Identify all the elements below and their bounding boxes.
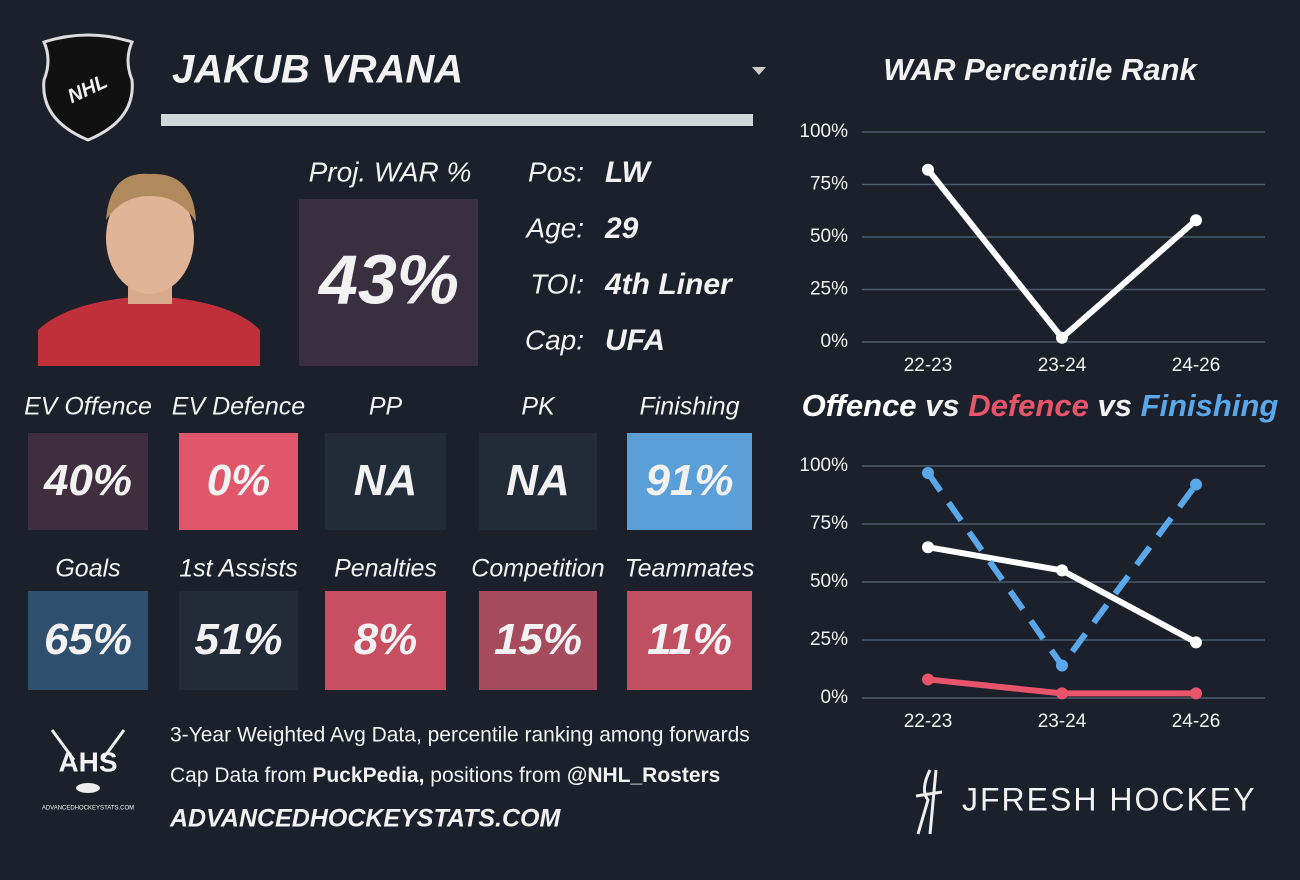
x-tick-label: 24-26 <box>1172 711 1221 732</box>
y-tick-label: 100% <box>799 455 848 476</box>
point <box>1056 564 1068 577</box>
info-label: Age: <box>524 212 584 243</box>
chart-title: Offence vs Defence vs Finishing <box>802 388 1279 423</box>
legend-entry: Offence <box>802 388 917 423</box>
y-tick-label: 75% <box>810 174 848 195</box>
title-joiner: vs <box>1089 388 1141 423</box>
nhl-logo <box>41 33 135 142</box>
tile-value: 0% <box>207 456 271 505</box>
info-value: 29 <box>604 212 639 245</box>
tile-value: 65% <box>44 615 132 664</box>
title-joiner: vs <box>917 388 969 423</box>
y-tick-label: 75% <box>810 513 848 534</box>
name-underline <box>161 114 753 126</box>
proj-war-value: 43% <box>317 240 459 318</box>
y-tick-label: 50% <box>810 226 848 247</box>
footer-text: Cap Data from <box>170 764 312 787</box>
point <box>1190 636 1202 649</box>
tile-value: 8% <box>354 615 418 664</box>
tile-value: NA <box>354 456 418 505</box>
tile <box>627 591 752 690</box>
y-tick-label: 0% <box>821 687 849 708</box>
ahs-logo <box>50 729 126 793</box>
footer-text: PuckPedia, <box>312 764 424 787</box>
tile-label: EV Offence <box>24 393 152 421</box>
y-tick-label: 25% <box>810 629 848 650</box>
tile-value: 15% <box>494 615 582 664</box>
dropdown-arrow[interactable] <box>752 67 766 75</box>
tile <box>179 433 298 530</box>
info-value: 4th Liner <box>604 268 734 301</box>
point <box>922 673 934 686</box>
tiles: EV Offence 40% EV Defence 0% PP NA PK NA Finishi… <box>24 393 754 690</box>
tile-label: Teammates <box>625 555 755 583</box>
ahs-caption: ADVANCEDHOCKEYSTATS.COM <box>42 806 134 812</box>
tile-value: 91% <box>645 456 733 505</box>
x-tick-label: 22-23 <box>904 711 953 732</box>
point <box>922 163 934 176</box>
x-tick-label: 22-23 <box>904 355 953 376</box>
player-photo <box>38 168 260 366</box>
y-tick-label: 100% <box>799 121 848 142</box>
point <box>1190 687 1202 700</box>
point <box>922 466 934 479</box>
info-label: TOI: <box>530 268 584 299</box>
info-label: Cap: <box>525 324 584 355</box>
tile-label: EV Defence <box>172 393 305 421</box>
footer-line: Cap Data from PuckPedia, positions from … <box>170 764 720 787</box>
tile <box>479 433 597 530</box>
tile-value: 40% <box>43 456 132 505</box>
info-list: Pos: LW Age: 29 TOI: 4th Liner Cap: UFA <box>524 156 734 357</box>
tile-label: PP <box>369 393 403 421</box>
point <box>1190 478 1202 491</box>
tile-label: Penalties <box>334 555 437 583</box>
tile-label: Goals <box>55 555 120 583</box>
footer-text: @NHL_Rosters <box>567 764 721 787</box>
info-value: LW <box>605 156 653 189</box>
point <box>922 541 934 554</box>
footer-line: 3-Year Weighted Avg Data, percentile ran… <box>170 724 750 747</box>
jfresh-logo <box>915 769 943 835</box>
info-value: UFA <box>605 324 665 357</box>
site-link[interactable]: ADVANCEDHOCKEYSTATS.COM <box>169 805 561 833</box>
point <box>1056 331 1068 344</box>
tile-label: Finishing <box>639 393 739 421</box>
tile-label: Competition <box>471 555 604 583</box>
tile <box>627 433 752 530</box>
tile-value: 11% <box>647 615 732 664</box>
tile-value: NA <box>506 456 570 505</box>
x-tick-label: 23-24 <box>1038 355 1087 376</box>
tile <box>325 433 446 530</box>
tile-label: 1st Assists <box>179 555 298 583</box>
info-label: Pos: <box>528 156 584 187</box>
tile <box>28 591 148 690</box>
tile <box>28 433 148 530</box>
y-tick-label: 0% <box>821 331 849 352</box>
point <box>1056 659 1068 672</box>
charts: 0% 25% 50% 75% 100% 22-23 23-24 24-26 WAR Percen… <box>799 52 1278 732</box>
legend-entry: Finishing <box>1141 388 1279 423</box>
proj-war-label: Proj. WAR % <box>309 156 472 187</box>
y-tick-label: 25% <box>810 279 848 300</box>
y-tick-label: 50% <box>810 571 848 592</box>
footer-text: positions from <box>424 764 566 787</box>
tile <box>325 591 446 690</box>
tile <box>179 591 298 690</box>
proj-war-box <box>299 199 478 366</box>
chart-title: WAR Percentile Rank <box>883 52 1198 87</box>
player-name: JAKUB VRANA <box>172 48 463 92</box>
tile-label: PK <box>521 393 556 421</box>
x-tick-label: 23-24 <box>1038 711 1087 732</box>
point <box>1190 214 1202 227</box>
tile <box>479 591 597 690</box>
ahs-logo-text: AHS <box>58 746 117 777</box>
tile-value: 51% <box>194 615 282 664</box>
x-tick-label: 24-26 <box>1172 355 1221 376</box>
brand: JFRESH HOCKEY <box>962 781 1256 817</box>
legend-entry: Defence <box>968 388 1089 423</box>
point <box>1056 687 1068 700</box>
